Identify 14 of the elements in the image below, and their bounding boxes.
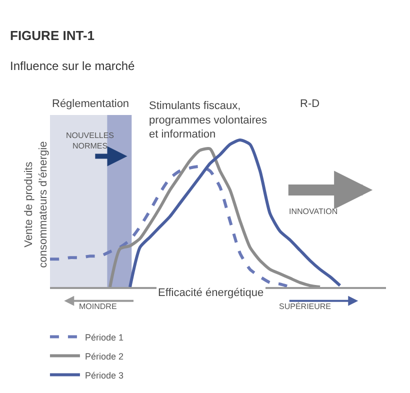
legend-label: Période 1 <box>84 332 124 342</box>
y-axis-title: Vente de produits consommateurs d’énergie <box>23 141 50 268</box>
text: Réglementation <box>52 98 130 110</box>
annotation: INNOVATION <box>289 207 338 216</box>
text: SUPÉRIEURE <box>279 302 332 311</box>
annotation: NOUVELLES NORMES <box>66 131 114 150</box>
text: MOINDRE <box>79 302 117 311</box>
legend-label: Période 3 <box>84 370 124 380</box>
x-axis-title: Efficacité énergétique <box>158 287 264 299</box>
annotation: Stimulants fiscaux, programmes volontaires et information <box>149 100 268 141</box>
text: R-D <box>300 98 320 110</box>
chart-title: FIGURE INT-1 <box>10 28 95 43</box>
legend-label: Période 2 <box>84 351 124 362</box>
chart-subtitle: Influence sur le marché <box>10 59 136 73</box>
